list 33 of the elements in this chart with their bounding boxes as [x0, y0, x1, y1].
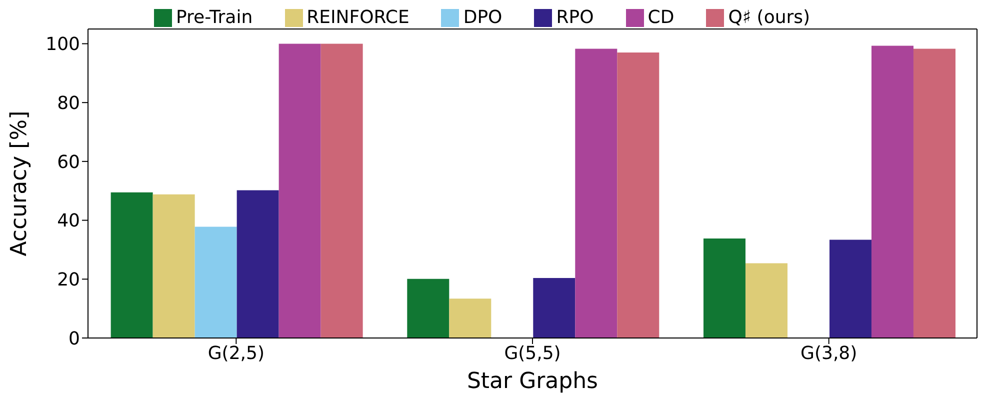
legend-label: RPO [556, 7, 594, 28]
legend-label: DPO [463, 7, 502, 28]
y-tick-label: 40 [57, 210, 80, 232]
y-tick-label: 0 [68, 328, 80, 350]
bar [449, 298, 492, 338]
legend-label: Q♯ (ours) [728, 7, 810, 28]
x-tick-label: G(5,5) [504, 342, 561, 364]
y-tick-label: 20 [57, 270, 80, 291]
bar [745, 263, 788, 338]
bar [110, 192, 153, 338]
y-tick-label: 60 [57, 152, 80, 173]
bar [871, 46, 914, 338]
bar [152, 194, 195, 338]
y-axis-title: Accuracy [%] [6, 110, 32, 256]
bar [236, 190, 279, 338]
legend-label: Pre-Train [176, 7, 253, 28]
bar [320, 44, 363, 338]
bar [407, 278, 450, 338]
bar [913, 48, 956, 338]
y-tick-label: 100 [46, 34, 80, 56]
bar [278, 44, 321, 338]
x-tick-label: G(2,5) [208, 342, 264, 364]
x-axis-title: Star Graphs [466, 369, 598, 394]
bar [617, 52, 660, 338]
bar [703, 238, 746, 338]
bar [575, 48, 618, 338]
x-tick-label: G(3,8) [800, 342, 858, 364]
y-tick-label: 80 [57, 92, 80, 114]
legend-label: CD [648, 7, 674, 28]
bar [829, 240, 872, 338]
bar [194, 226, 237, 338]
bar [533, 278, 576, 338]
legend-label: REINFORCE [306, 7, 410, 28]
